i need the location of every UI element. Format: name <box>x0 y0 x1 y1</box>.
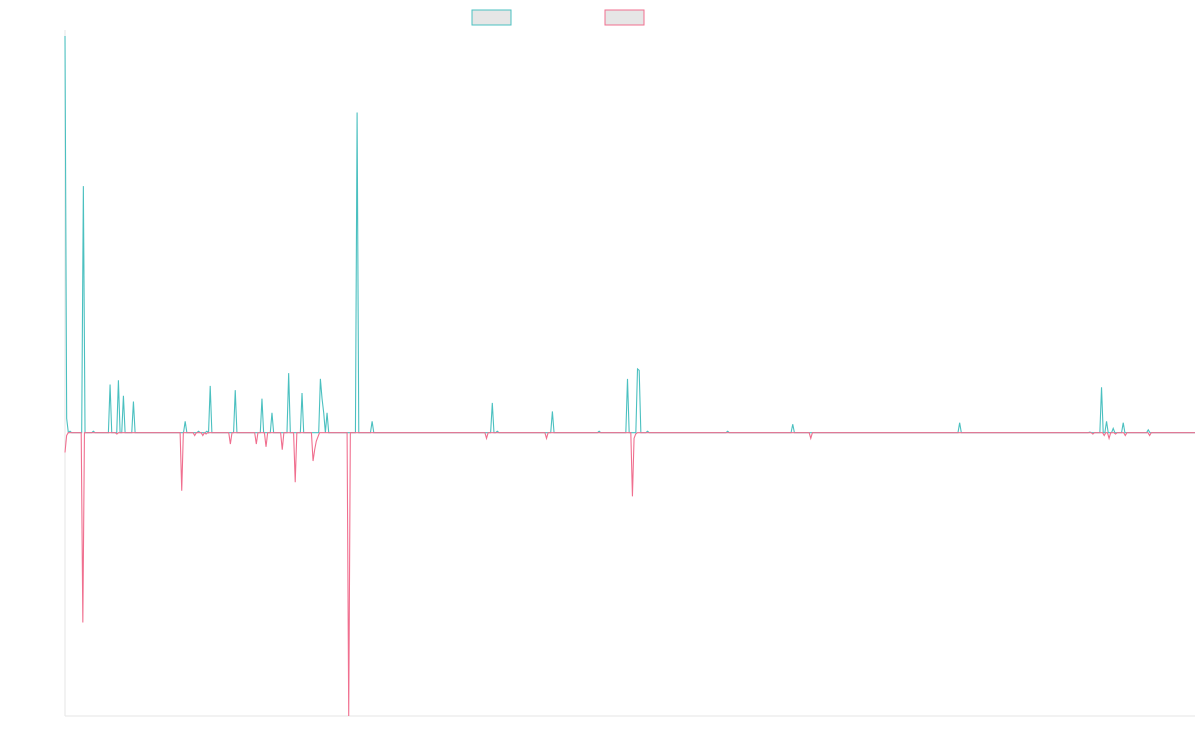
legend-swatch-2[interactable] <box>604 9 645 26</box>
legend-swatch-1[interactable] <box>471 9 512 26</box>
series-line-2 <box>64 431 1195 717</box>
series-layer <box>64 35 1195 717</box>
series-line-1 <box>64 35 1195 434</box>
legend <box>471 9 645 26</box>
axes <box>64 30 1195 717</box>
